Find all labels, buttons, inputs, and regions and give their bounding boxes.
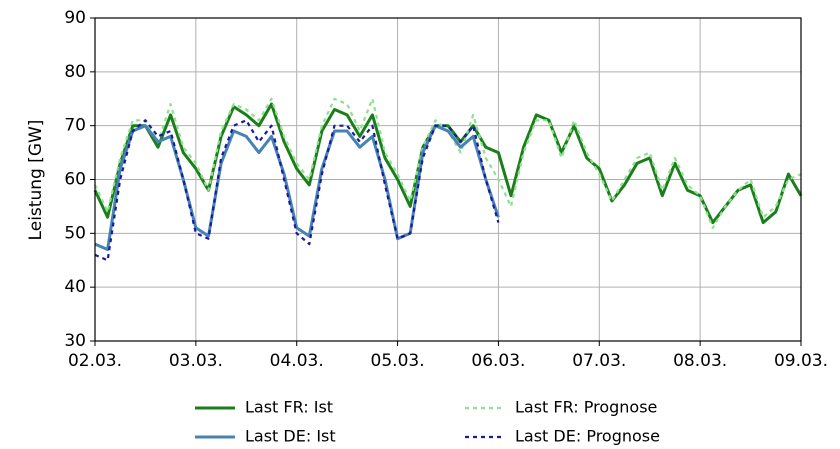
legend-label: Last FR: Ist xyxy=(245,398,333,417)
legend-label: Last DE: Ist xyxy=(245,427,336,446)
legend-label: Last DE: Prognose xyxy=(515,427,660,446)
x-tick-label: 08.03. xyxy=(673,351,727,371)
y-tick-label: 50 xyxy=(64,223,86,243)
series-line xyxy=(94,124,500,251)
series-line xyxy=(94,97,802,229)
y-tick-label: 70 xyxy=(64,116,86,136)
x-tick-label: 02.03. xyxy=(68,351,122,371)
x-tick-label: 03.03. xyxy=(169,351,223,371)
x-tick-label: 05.03. xyxy=(371,351,425,371)
y-tick-label: 60 xyxy=(64,170,86,190)
legend: Last FR: Ist Last FR: Prognose Last DE: Is… xyxy=(195,398,660,446)
x-tick-label: 07.03. xyxy=(572,351,626,371)
y-tick-label: 90 xyxy=(64,8,86,28)
y-tick-label: 80 xyxy=(64,62,86,82)
series-line xyxy=(93,102,803,225)
y-tick-label: 30 xyxy=(64,331,86,351)
y-tick-label: 40 xyxy=(64,277,86,297)
plot-frame xyxy=(94,17,802,342)
x-tick-label: 06.03. xyxy=(471,351,525,371)
series-line xyxy=(94,119,500,262)
legend-label: Last FR: Prognose xyxy=(515,398,657,417)
x-tick-label: 09.03. xyxy=(774,351,828,371)
y-axis-label: Leistung [GW] xyxy=(26,120,46,241)
x-tick-label: 04.03. xyxy=(270,351,324,371)
